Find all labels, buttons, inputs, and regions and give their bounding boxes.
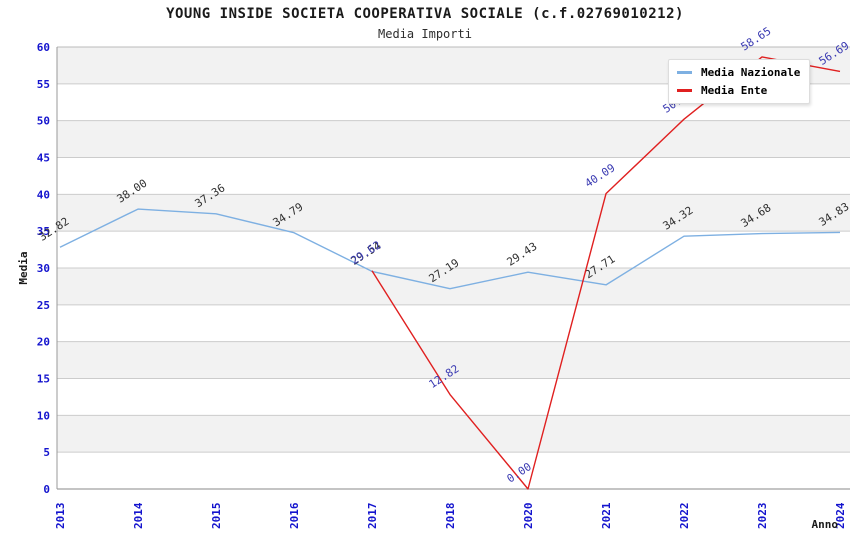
legend-swatch-media-ente bbox=[677, 89, 692, 92]
y-tick-label: 20 bbox=[37, 336, 50, 349]
series-line-media-ente bbox=[371, 56, 841, 490]
grid-band bbox=[57, 120, 850, 158]
y-tick-label: 55 bbox=[37, 78, 50, 91]
y-tick-label: 0 bbox=[43, 483, 50, 496]
x-tick-label: 2018 bbox=[444, 503, 457, 530]
y-tick-label: 5 bbox=[43, 446, 50, 459]
x-tick-label: 2015 bbox=[210, 503, 223, 530]
chart-title: YOUNG INSIDE SOCIETA COOPERATIVA SOCIALE… bbox=[166, 6, 684, 22]
x-tick-label: 2023 bbox=[756, 503, 769, 530]
grid-band bbox=[57, 268, 850, 305]
grid-band bbox=[57, 341, 850, 379]
x-axis-title: Anno bbox=[812, 518, 839, 531]
y-tick-label: 30 bbox=[37, 262, 50, 275]
legend: Media Nazionale Media Ente bbox=[668, 59, 810, 104]
x-tick-label: 2020 bbox=[522, 503, 535, 530]
y-tick-label: 25 bbox=[37, 299, 50, 312]
y-tick-label: 50 bbox=[37, 115, 50, 128]
x-tick-label: 2024 bbox=[834, 502, 847, 529]
y-tick-label: 10 bbox=[37, 409, 50, 422]
legend-swatch-media-nazionale bbox=[677, 71, 692, 74]
legend-label-media-nazionale: Media Nazionale bbox=[701, 66, 801, 79]
legend-item-media-ente: Media Ente bbox=[677, 84, 801, 97]
x-tick-label: 2016 bbox=[288, 502, 301, 529]
legend-item-media-nazionale: Media Nazionale bbox=[677, 66, 801, 79]
chart-subtitle: Media Importi bbox=[378, 27, 472, 41]
data-label: 40.09 bbox=[583, 161, 618, 190]
y-tick-label: 60 bbox=[37, 41, 50, 54]
grid-band bbox=[57, 415, 850, 453]
x-tick-label: 2013 bbox=[54, 503, 67, 530]
y-tick-label: 35 bbox=[37, 225, 50, 238]
grid-band bbox=[57, 194, 850, 232]
y-axis-title: Media bbox=[17, 251, 30, 284]
data-label: 29.43 bbox=[505, 240, 540, 269]
x-tick-label: 2021 bbox=[600, 502, 613, 529]
y-tick-label: 45 bbox=[37, 152, 50, 165]
x-tick-label: 2014 bbox=[132, 502, 145, 529]
x-tick-label: 2022 bbox=[678, 503, 691, 530]
x-tick-label: 2017 bbox=[366, 503, 379, 530]
y-tick-label: 15 bbox=[37, 373, 50, 386]
legend-label-media-ente: Media Ente bbox=[701, 84, 768, 97]
y-tick-label: 40 bbox=[37, 188, 50, 201]
series-line-media-nazionale bbox=[59, 208, 841, 290]
